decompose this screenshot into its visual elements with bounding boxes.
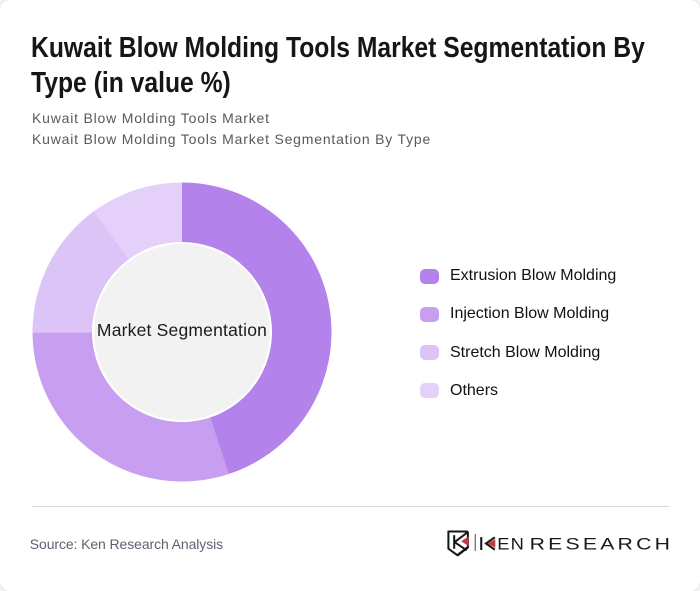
- svg-text:RESEARCH: RESEARCH: [530, 536, 670, 555]
- svg-text:EN: EN: [497, 534, 525, 553]
